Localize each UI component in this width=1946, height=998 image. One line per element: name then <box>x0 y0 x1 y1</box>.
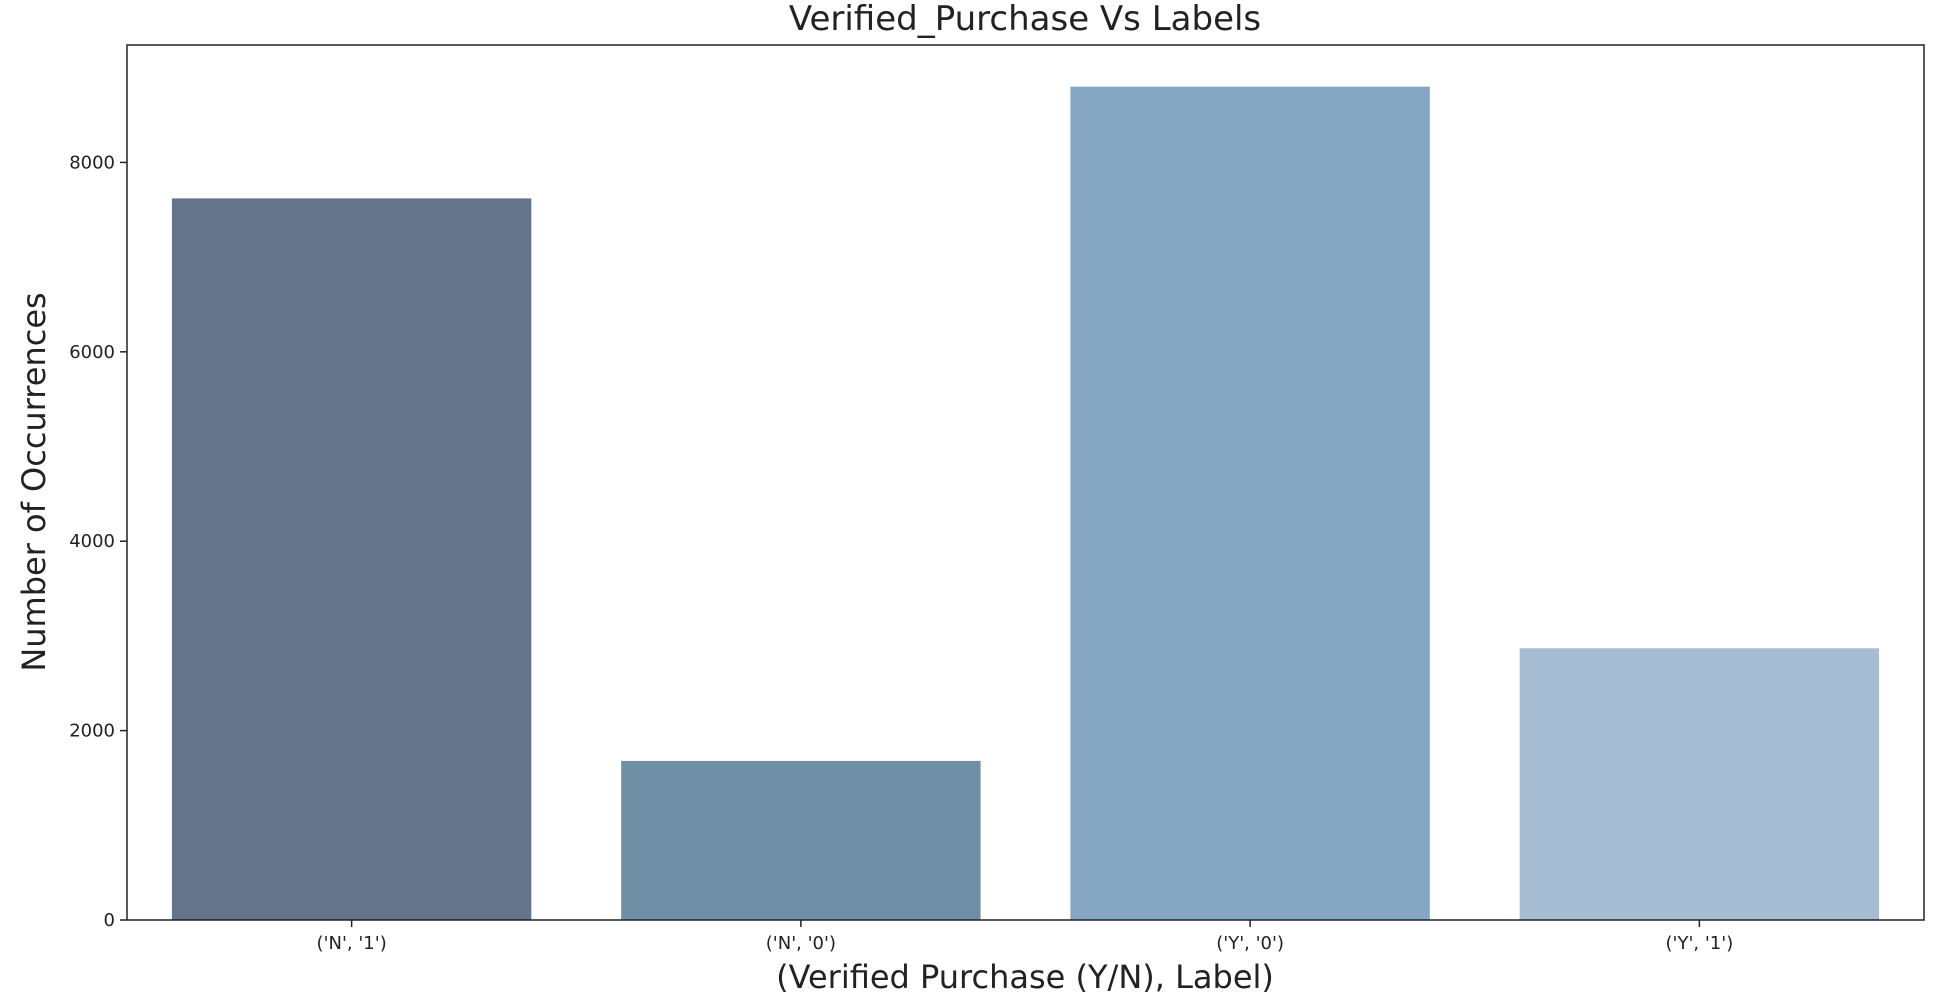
bar-4 <box>1519 648 1880 920</box>
y-tick-label: 6000 <box>69 342 115 363</box>
bars-group <box>171 86 1880 921</box>
bar-2 <box>621 760 981 920</box>
x-tick-label: ('N', '1') <box>317 933 387 954</box>
x-axis-ticks: ('N', '1') ('N', '0') ('Y', '0') ('Y', '1') <box>317 920 1734 954</box>
y-tick-label: 2000 <box>69 721 115 742</box>
y-tick-label: 0 <box>104 910 115 931</box>
y-axis-ticks: 0 2000 4000 6000 8000 <box>69 152 127 931</box>
y-tick-label: 4000 <box>69 531 115 552</box>
chart-title: Verified_Purchase Vs Labels <box>789 0 1261 39</box>
bar-1 <box>171 198 532 921</box>
x-axis-label: (Verified Purchase (Y/N), Label) <box>776 958 1274 996</box>
bar-3 <box>1070 86 1430 920</box>
plot-frame <box>126 44 1925 921</box>
y-tick-label: 8000 <box>69 152 115 173</box>
x-tick-label: ('Y', '0') <box>1216 933 1284 954</box>
x-tick-label: ('N', '0') <box>766 933 836 954</box>
x-tick-label: ('Y', '1') <box>1666 933 1734 954</box>
y-axis-label: Number of Occurrences <box>15 292 53 671</box>
